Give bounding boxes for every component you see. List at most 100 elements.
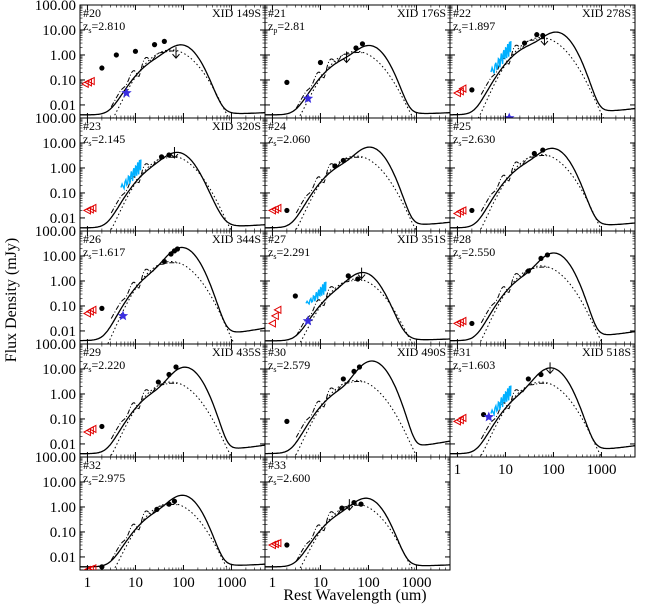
agn-template-curve xyxy=(480,38,549,95)
redshift-label: zs=2.550 xyxy=(453,245,495,261)
xray-limit-marker xyxy=(458,413,467,423)
xray-limit-marker xyxy=(273,538,282,548)
redshift-label: zs=2.145 xyxy=(83,132,125,148)
panel-plot-area xyxy=(450,31,635,118)
y-tick-label: 1.00 xyxy=(50,161,76,177)
total-sed-curve xyxy=(265,271,450,342)
photometry-point xyxy=(332,163,338,169)
stellar-template-curve xyxy=(112,49,230,118)
stellar-template-curve xyxy=(294,379,418,457)
upper-limit-arrow xyxy=(342,51,351,64)
photometry-point xyxy=(161,38,167,44)
photometry-point xyxy=(113,52,119,58)
y-tick-label: 100.00 xyxy=(35,450,76,466)
panel-plot-area xyxy=(80,246,265,344)
total-sed-curve xyxy=(265,360,450,455)
xray-limit-marker xyxy=(458,84,467,93)
xray-limit-marker xyxy=(458,316,467,326)
photometry-point xyxy=(359,41,366,47)
redshift-label: zs=2.220 xyxy=(83,358,125,374)
total-sed-curve xyxy=(80,44,265,116)
redshift-label: zs=2.579 xyxy=(268,358,310,374)
photometry-point xyxy=(284,418,290,424)
total-sed-curve xyxy=(450,252,635,342)
xid-label: XID 344S xyxy=(212,232,261,246)
y-tick-label: 1.00 xyxy=(50,274,76,290)
y-tick-label: 0.01 xyxy=(50,211,76,227)
agn-template-curve xyxy=(295,381,364,438)
redshift-label: zs=2.975 xyxy=(83,471,125,487)
photometry-point xyxy=(168,251,174,257)
photometry-point xyxy=(538,371,544,378)
photometry-point xyxy=(173,364,179,370)
stellar-template-curve xyxy=(294,155,418,231)
photometry-point xyxy=(525,376,531,382)
photometry-point xyxy=(154,506,160,512)
photometry-point xyxy=(353,45,359,51)
redshift-label: zp=2.81 xyxy=(268,19,305,35)
panel-id-label: #31 xyxy=(453,345,471,359)
photometry-point xyxy=(534,32,540,38)
panel-plot-area xyxy=(450,147,635,231)
panel-id-label: #27 xyxy=(268,232,286,246)
stellar-template-curve xyxy=(298,503,414,570)
total-sed-curve xyxy=(450,147,635,229)
panel-plot-area xyxy=(265,497,450,570)
star-marker xyxy=(302,93,314,103)
xray-limit-marker xyxy=(88,305,97,315)
total-sed-curve xyxy=(80,151,265,229)
xray-limit-marker xyxy=(455,87,464,96)
panel-id-label: #24 xyxy=(268,119,286,133)
y-tick-label: 1.00 xyxy=(50,387,76,403)
panel-plot-area xyxy=(80,38,265,118)
xray-limit-marker xyxy=(88,424,97,434)
redshift-label: zs=1.603 xyxy=(453,358,495,374)
y-tick-label: 0.10 xyxy=(50,186,76,202)
panel-id-label: #26 xyxy=(83,232,101,246)
panel-id-label: #22 xyxy=(453,6,471,20)
photometry-point xyxy=(469,87,475,93)
panel-id-label: #25 xyxy=(453,119,471,133)
y-tick-label: 0.10 xyxy=(50,299,76,315)
xid-label: XID 351S xyxy=(397,232,446,246)
xray-limit-marker xyxy=(88,203,97,213)
y-tick-label: 1.00 xyxy=(50,500,76,516)
photometry-point xyxy=(292,293,298,299)
total-sed-curve xyxy=(80,494,265,568)
agn-template-curve xyxy=(110,156,179,214)
photometry-point xyxy=(284,207,290,214)
x-tick-label: 10 xyxy=(128,575,143,591)
photometry-point xyxy=(525,268,531,274)
photometry-point xyxy=(355,276,361,282)
xid-label: XID 435S xyxy=(212,345,261,359)
total-sed-curve xyxy=(450,367,635,455)
panel-plot-area xyxy=(80,147,265,231)
total-sed-curve xyxy=(80,366,265,455)
panel-plot-area xyxy=(450,252,635,344)
agn-template-curve xyxy=(480,155,549,212)
photometry-point xyxy=(469,320,475,327)
x-tick-label: 1000 xyxy=(586,462,616,478)
panel-id-label: #32 xyxy=(83,458,101,472)
x-tick-label: 1000 xyxy=(401,575,431,591)
stellar-template-curve xyxy=(113,502,229,570)
x-tick-label: 100 xyxy=(172,575,195,591)
star-marker xyxy=(121,87,132,98)
xray-limit-marker xyxy=(273,203,282,213)
xid-label: XID 149S xyxy=(212,6,261,20)
panel-id-label: #33 xyxy=(268,458,286,472)
y-tick-label: 0.01 xyxy=(50,98,76,114)
panel-id-label: #23 xyxy=(83,119,101,133)
y-tick-label: 10.00 xyxy=(42,136,76,152)
y-tick-label: 10.00 xyxy=(42,362,76,378)
photometry-point xyxy=(166,371,172,378)
y-tick-label: 0.01 xyxy=(50,437,76,453)
